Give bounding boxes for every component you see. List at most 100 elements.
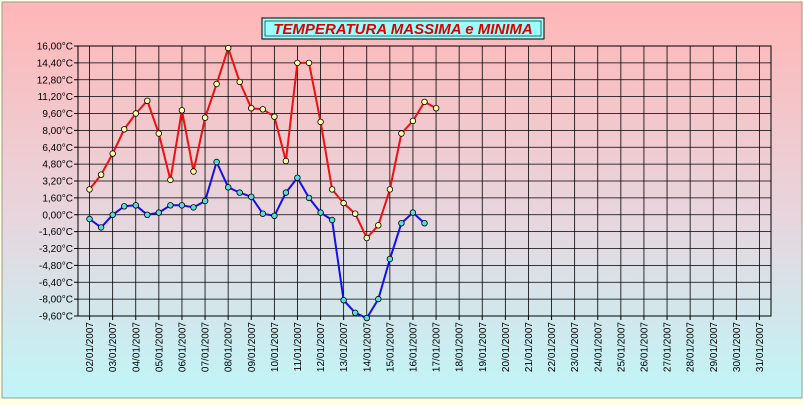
y-tick-label: -8,00°C xyxy=(39,295,73,306)
series-1-point xyxy=(294,59,301,67)
series-2-point xyxy=(294,174,301,181)
series-2-point xyxy=(190,204,197,211)
x-axis-ticks: 02/01/2007 03/01/2007 04/01/2007 05/01/2007… xyxy=(85,316,766,372)
x-tick-label: 29/01/2007 xyxy=(709,322,720,372)
x-tick-label: 05/01/2007 xyxy=(154,322,165,372)
y-axis-ticks: 16,00°C 14,40°C 12,80°C 11,20°C 9,60°C 8,00°C… xyxy=(37,42,78,323)
y-tick-label: 0,00°C xyxy=(42,210,73,221)
series-2-point xyxy=(340,297,347,304)
series-1-point xyxy=(236,78,243,86)
series-2-point xyxy=(305,194,313,202)
series-1-point xyxy=(375,222,382,229)
y-tick-label: -1,60°C xyxy=(39,227,73,238)
x-tick-label: 12/01/2007 xyxy=(316,322,327,372)
y-tick-label: 14,40°C xyxy=(37,58,73,69)
x-tick-label: 16/01/2007 xyxy=(408,322,419,372)
x-tick-label: 23/01/2007 xyxy=(570,322,581,372)
series-2-point xyxy=(109,211,116,218)
series-1-point xyxy=(132,110,139,117)
series-1-point xyxy=(213,80,220,88)
series-2-point xyxy=(224,184,232,191)
y-tick-label: -9,60°C xyxy=(39,312,73,323)
x-tick-label: 06/01/2007 xyxy=(177,322,188,372)
y-tick-label: -6,40°C xyxy=(39,278,73,289)
series-2-point xyxy=(144,211,151,218)
y-tick-label: -3,20°C xyxy=(39,244,73,255)
series-1-point xyxy=(86,186,93,193)
x-tick-label: 25/01/2007 xyxy=(616,322,627,372)
y-tick-label: -4,80°C xyxy=(39,261,73,272)
series-1-point xyxy=(386,186,394,193)
series-2-point xyxy=(97,224,105,231)
x-tick-label: 15/01/2007 xyxy=(385,322,396,372)
series-2-point xyxy=(386,255,394,263)
x-tick-label: 22/01/2007 xyxy=(547,322,558,372)
series-2-point xyxy=(328,216,336,224)
x-tick-label: 26/01/2007 xyxy=(639,322,650,372)
series-2-point xyxy=(363,314,370,322)
x-tick-label: 08/01/2007 xyxy=(224,322,235,372)
series-1-point xyxy=(363,234,370,242)
x-tick-label: 02/01/2007 xyxy=(85,322,96,372)
y-tick-label: 11,20°C xyxy=(37,92,73,103)
x-tick-label: 21/01/2007 xyxy=(524,322,535,372)
series-2-point xyxy=(178,202,186,209)
grid xyxy=(78,45,771,317)
series-1-point xyxy=(178,107,186,114)
series-1-point xyxy=(120,126,128,133)
series-2-point xyxy=(398,219,405,227)
series-2-point xyxy=(317,209,324,216)
x-tick-label: 31/01/2007 xyxy=(755,322,766,372)
series-1-point xyxy=(421,98,428,106)
series-1-point xyxy=(432,104,440,112)
x-tick-label: 30/01/2007 xyxy=(732,322,743,372)
series-1-point xyxy=(155,130,162,137)
y-tick-label: 1,60°C xyxy=(42,193,73,204)
series-1-point xyxy=(340,199,347,207)
y-tick-label: 8,00°C xyxy=(42,126,73,137)
series-2-point xyxy=(271,212,278,219)
series-2-point xyxy=(155,209,162,216)
series-1-point xyxy=(201,114,209,121)
series-2-point xyxy=(421,219,428,227)
x-tick-label: 14/01/2007 xyxy=(362,322,373,372)
x-tick-label: 11/01/2007 xyxy=(293,322,304,372)
series-1-point xyxy=(224,44,232,52)
chart-title-box: TEMPERATURA MASSIMA e MINIMA xyxy=(261,17,545,40)
series-2-point xyxy=(120,203,128,210)
x-tick-label: 17/01/2007 xyxy=(432,322,443,372)
series-2-point xyxy=(248,193,255,200)
series-1-point xyxy=(409,117,417,125)
series-2-point xyxy=(236,189,243,196)
x-tick-label: 04/01/2007 xyxy=(131,322,142,372)
series-1-point xyxy=(190,168,197,175)
series-1-point xyxy=(109,150,116,157)
y-tick-label: 6,40°C xyxy=(42,143,73,154)
x-tick-label: 18/01/2007 xyxy=(455,322,466,372)
y-tick-label: 16,00°C xyxy=(37,42,73,53)
x-tick-label: 27/01/2007 xyxy=(663,322,674,372)
series-1-point xyxy=(248,104,255,112)
x-tick-label: 03/01/2007 xyxy=(108,322,119,372)
series-layer xyxy=(86,44,440,322)
x-tick-label: 10/01/2007 xyxy=(270,322,281,372)
series-1-point xyxy=(144,97,151,104)
series-1-point xyxy=(305,59,313,67)
y-tick-label: 12,80°C xyxy=(37,75,73,86)
x-tick-label: 28/01/2007 xyxy=(686,322,697,372)
series-1-point xyxy=(328,186,336,193)
series-2-point xyxy=(352,309,359,316)
chart-title: TEMPERATURA MASSIMA e MINIMA xyxy=(273,21,532,38)
series-1-point xyxy=(352,210,359,217)
series-1-point xyxy=(259,106,266,113)
series-2-point xyxy=(409,209,417,216)
y-tick-label: 3,20°C xyxy=(42,177,73,188)
series-1-point xyxy=(271,113,278,120)
series-2-point xyxy=(201,197,209,205)
y-tick-label: 4,80°C xyxy=(42,160,73,171)
x-tick-label: 19/01/2007 xyxy=(478,322,489,372)
series-2-point xyxy=(259,210,266,217)
